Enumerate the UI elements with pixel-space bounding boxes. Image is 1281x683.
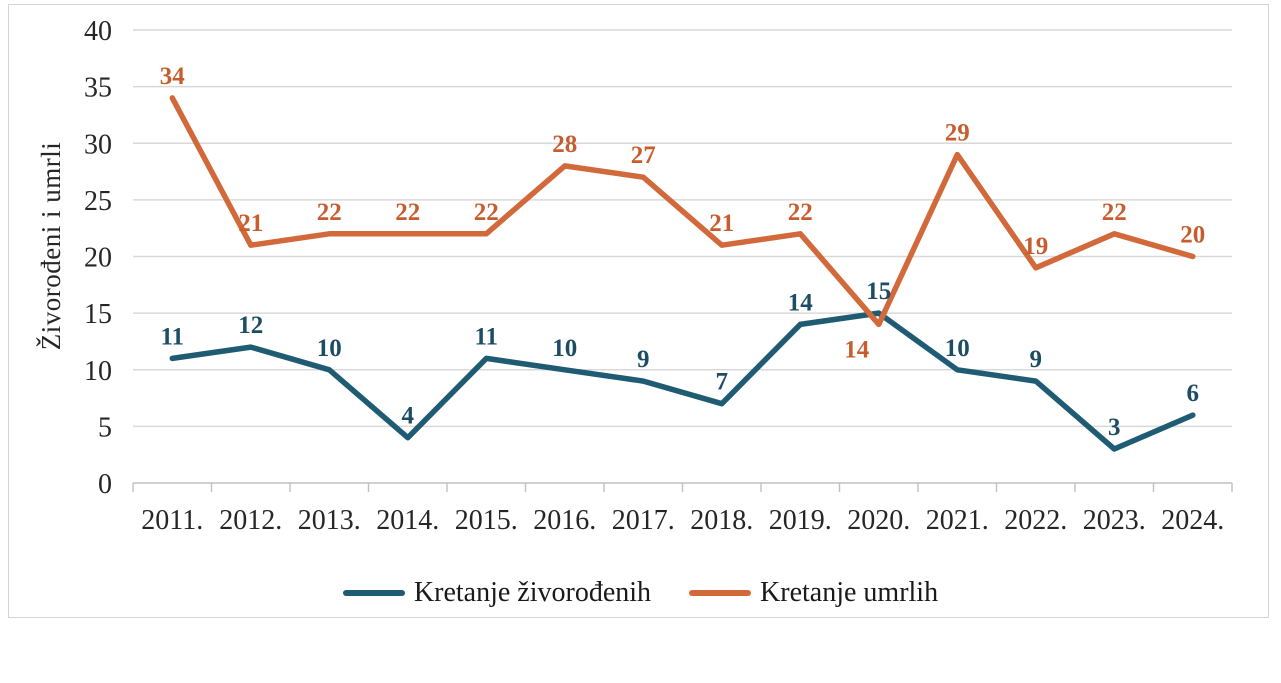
data-label: 14	[788, 289, 814, 316]
data-label: 22	[474, 199, 499, 226]
data-label: 11	[474, 323, 498, 350]
legend: Kretanje živorođenih Kretanje umrlih	[0, 576, 1281, 610]
y-tick-label: 35	[84, 73, 112, 104]
data-label: 21	[709, 210, 734, 237]
data-label: 22	[1102, 199, 1127, 226]
data-label: 7	[716, 369, 729, 396]
y-tick-label: 0	[98, 469, 112, 500]
data-label: 27	[631, 142, 656, 169]
data-label: 22	[788, 199, 813, 226]
data-label: 29	[945, 120, 970, 147]
y-tick-label: 25	[84, 186, 112, 217]
data-label: 11	[160, 323, 184, 350]
data-label: 21	[238, 210, 263, 237]
data-label: 22	[317, 199, 342, 226]
data-label: 10	[552, 335, 577, 362]
data-label: 10	[317, 335, 342, 362]
x-tick-label: 2019.	[769, 505, 832, 536]
data-label: 14	[844, 336, 870, 363]
x-tick-label: 2017.	[612, 505, 675, 536]
data-label: 28	[552, 131, 577, 158]
data-label: 12	[238, 312, 263, 339]
x-tick-label: 2020.	[847, 505, 910, 536]
data-label: 3	[1108, 414, 1121, 441]
y-tick-label: 15	[84, 299, 112, 330]
x-tick-label: 2014.	[376, 505, 439, 536]
legend-line-swatch-blue	[342, 590, 405, 596]
x-tick-label: 2021.	[926, 505, 989, 536]
x-tick-label: 2013.	[298, 505, 361, 536]
x-tick-label: 2022.	[1004, 505, 1067, 536]
data-label: 6	[1187, 380, 1200, 407]
legend-item-zivorodeni: Kretanje živorođenih	[342, 577, 652, 609]
data-label: 9	[1030, 346, 1043, 373]
y-tick-label: 30	[84, 129, 112, 160]
legend-item-umrli: Kretanje umrlih	[689, 577, 938, 609]
data-label: 4	[402, 403, 415, 430]
data-label: 9	[637, 346, 650, 373]
series-line	[169, 310, 1196, 452]
series-line	[169, 95, 1196, 328]
y-axis-title: Živorođeni i umrli	[36, 141, 66, 351]
x-tick-label: 2018.	[690, 505, 753, 536]
data-label: 22	[395, 199, 420, 226]
x-tick-label: 2016.	[533, 505, 596, 536]
x-tick-label: 2015.	[455, 505, 518, 536]
chart-frame-border	[8, 4, 1269, 618]
legend-label: Kretanje živorođenih	[413, 577, 652, 608]
x-tick-label: 2024.	[1161, 505, 1224, 536]
data-label: 19	[1023, 233, 1048, 260]
legend-label: Kretanje umrlih	[760, 577, 939, 608]
y-tick-label: 5	[98, 412, 112, 443]
data-label: 15	[866, 278, 891, 305]
x-tick-label: 2012.	[219, 505, 282, 536]
y-tick-label: 40	[84, 16, 112, 47]
data-label: 34	[160, 63, 186, 90]
x-tick-label: 2023.	[1083, 505, 1146, 536]
x-tick-label: 2011.	[141, 505, 203, 536]
y-tick-label: 20	[84, 243, 112, 274]
legend-line-swatch-orange	[689, 590, 752, 596]
y-tick-label: 10	[84, 356, 112, 387]
data-label: 10	[945, 335, 970, 362]
data-label: 20	[1180, 222, 1205, 249]
